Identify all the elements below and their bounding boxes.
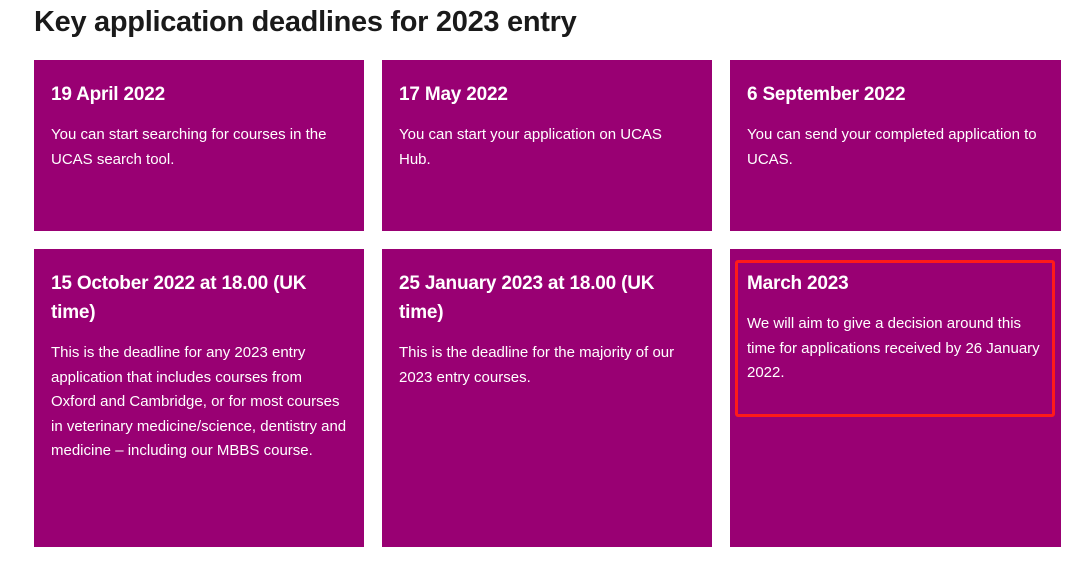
deadline-card: 6 September 2022 You can send your compl… bbox=[730, 60, 1061, 231]
deadline-date: 25 January 2023 at 18.00 (UK time) bbox=[399, 273, 655, 323]
deadline-date: 6 September 2022 bbox=[747, 84, 906, 105]
deadline-description: This is the deadline for the majority of… bbox=[399, 344, 675, 386]
deadline-description: You can start your application on UCAS H… bbox=[399, 126, 662, 168]
deadline-card: 17 May 2022 You can start your applicati… bbox=[382, 60, 712, 231]
deadline-date: March 2023 bbox=[747, 273, 849, 294]
deadline-date: 15 October 2022 at 18.00 (UK time) bbox=[51, 273, 307, 323]
deadline-description: You can send your completed application … bbox=[747, 126, 1037, 168]
deadline-card: 19 April 2022 You can start searching fo… bbox=[34, 60, 364, 231]
deadline-date: 19 April 2022 bbox=[51, 84, 165, 105]
page-title: Key application deadlines for 2023 entry bbox=[34, 6, 577, 38]
deadline-card: 25 January 2023 at 18.00 (UK time) This … bbox=[382, 249, 712, 547]
deadline-card: 15 October 2022 at 18.00 (UK time) This … bbox=[34, 249, 364, 547]
deadline-description: You can start searching for courses in t… bbox=[51, 126, 327, 168]
deadline-description: We will aim to give a decision around th… bbox=[747, 315, 1040, 381]
deadline-description: This is the deadline for any 2023 entry … bbox=[51, 344, 347, 459]
deadline-card: March 2023 We will aim to give a decisio… bbox=[730, 249, 1061, 547]
deadline-date: 17 May 2022 bbox=[399, 84, 508, 105]
